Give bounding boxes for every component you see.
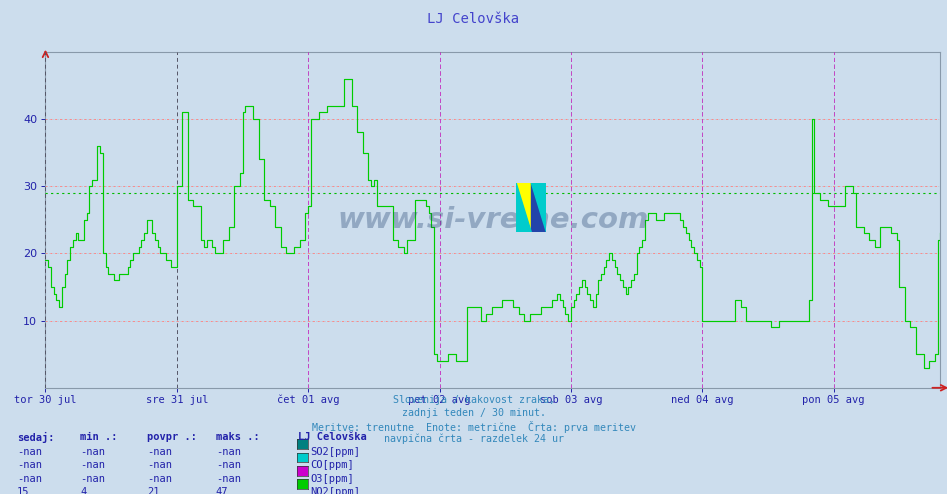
- Text: maks .:: maks .:: [216, 432, 259, 442]
- Text: -nan: -nan: [17, 460, 42, 470]
- Text: -nan: -nan: [216, 447, 241, 457]
- Text: -nan: -nan: [147, 460, 171, 470]
- Text: NO2[ppm]: NO2[ppm]: [311, 487, 361, 494]
- Text: 4: 4: [80, 487, 87, 494]
- Text: povpr .:: povpr .:: [147, 432, 197, 442]
- Text: 15: 15: [17, 487, 29, 494]
- Bar: [516, 183, 531, 232]
- Text: -nan: -nan: [216, 460, 241, 470]
- Text: 21: 21: [147, 487, 159, 494]
- Text: -nan: -nan: [17, 447, 42, 457]
- Text: zadnji teden / 30 minut.: zadnji teden / 30 minut.: [402, 408, 545, 418]
- Text: O3[ppm]: O3[ppm]: [311, 474, 354, 484]
- Text: sedaj:: sedaj:: [17, 432, 55, 443]
- Text: -nan: -nan: [17, 474, 42, 484]
- Text: SO2[ppm]: SO2[ppm]: [311, 447, 361, 457]
- Text: -nan: -nan: [80, 460, 105, 470]
- Text: min .:: min .:: [80, 432, 118, 442]
- Text: Slovenija / kakovost zraka,: Slovenija / kakovost zraka,: [392, 395, 555, 405]
- Text: CO[ppm]: CO[ppm]: [311, 460, 354, 470]
- Text: -nan: -nan: [80, 474, 105, 484]
- Text: navpična črta - razdelek 24 ur: navpična črta - razdelek 24 ur: [384, 434, 563, 444]
- Polygon shape: [531, 183, 546, 232]
- Text: -nan: -nan: [80, 447, 105, 457]
- Text: LJ Celovška: LJ Celovška: [427, 12, 520, 26]
- Text: -nan: -nan: [147, 447, 171, 457]
- Text: -nan: -nan: [147, 474, 171, 484]
- Text: Meritve: trenutne  Enote: metrične  Črta: prva meritev: Meritve: trenutne Enote: metrične Črta: …: [312, 421, 635, 433]
- Text: www.si-vreme.com: www.si-vreme.com: [337, 206, 649, 234]
- Bar: [531, 183, 546, 232]
- Text: 47: 47: [216, 487, 228, 494]
- Polygon shape: [516, 183, 531, 232]
- Text: LJ Celovška: LJ Celovška: [298, 432, 367, 442]
- Text: -nan: -nan: [216, 474, 241, 484]
